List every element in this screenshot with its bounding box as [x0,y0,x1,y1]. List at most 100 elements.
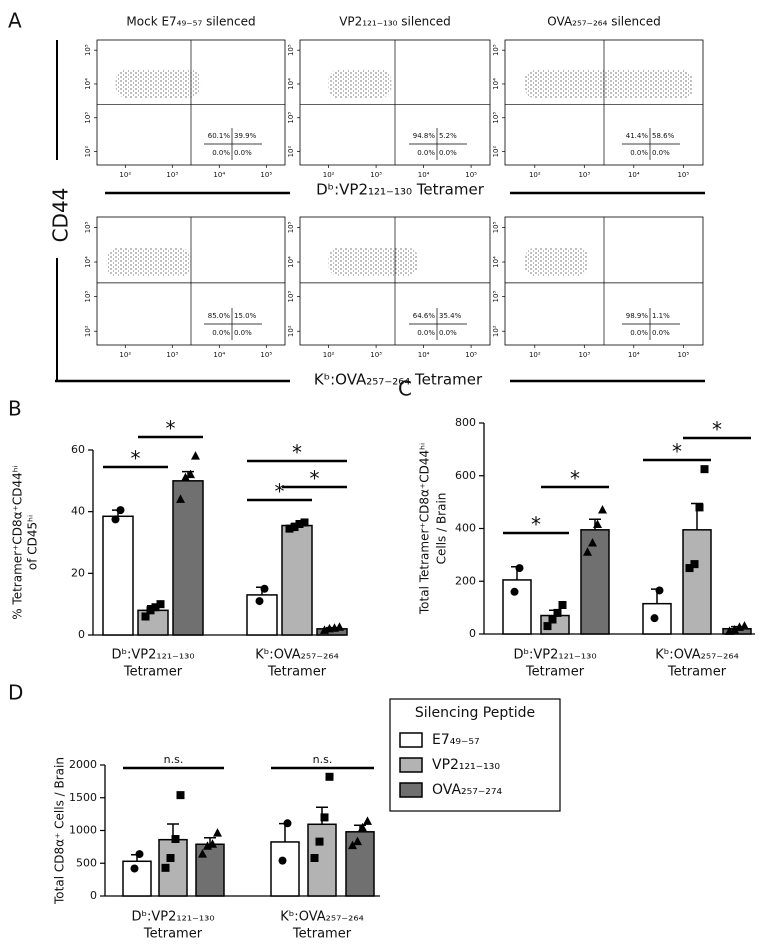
x-tick-label: 10³ [166,351,178,359]
data-point [315,837,324,846]
quadrant-percent: 5.2% [439,132,457,140]
x-tick-label: 10³ [578,171,590,179]
error-bar [204,836,216,845]
data-point [283,819,292,828]
y-tick-label: 10⁴ [287,256,295,268]
data-point [290,523,299,532]
x-tick-label: 10⁴ [213,351,225,359]
y-tick-label: 10³ [84,291,92,303]
data-point [325,772,334,781]
y-tick-label: 10² [287,325,295,337]
x-tick-label: 10⁵ [677,351,689,359]
panel-letter: C [398,377,412,401]
data-point [358,822,367,832]
data-point [166,854,175,863]
legend-label: VP2₁₂₁₋₁₃₀ [432,757,500,773]
x-tick-label: 10² [119,351,131,359]
legend-swatch [399,732,423,748]
quadrant-percent: 0.0% [417,329,435,337]
bar [270,841,300,897]
x-category-label: Dᵇ:VP2₁₂₁₋₁₃₀ [111,648,194,663]
significance-label: * [672,440,682,464]
event-cloud [106,248,191,277]
y-tick-label: 1500 [69,791,97,804]
bar [682,529,712,635]
data-point [141,612,150,621]
y-tick-label: 800 [455,416,476,429]
quadrant-percent: 0.0% [417,149,435,157]
x-category-label: Tetramer [525,665,585,680]
legend-title: Silencing Peptide [415,705,535,721]
x-tick-label: 10⁴ [213,171,225,179]
x-tick-label: 10⁴ [418,351,430,359]
data-point [285,524,294,533]
x-tick-label: 10² [323,171,335,179]
y-tick-label: 10⁴ [84,78,92,90]
quadrant-percent: 39.9% [234,132,257,140]
data-point [515,564,524,573]
data-point [353,836,362,846]
y-tick-label: 10² [287,146,295,158]
x-axis-label: Kᵇ:OVA₂₅₇₋₂₆₄ Tetramer [314,371,483,389]
quadrant-percent: 0.0% [652,149,670,157]
x-tick-label: 10³ [370,171,382,179]
quadrant-percent: 0.0% [234,329,252,337]
quadrant-percent: 60.1% [208,132,231,140]
data-point [650,614,659,623]
quadrant-percent: 0.0% [652,329,670,337]
y-tick-label: 0 [78,628,85,641]
x-tick-label: 10² [529,351,541,359]
y-tick-label: 0 [90,889,97,902]
data-point [700,465,709,474]
y-tick-label: 500 [76,856,97,869]
significance-label: * [310,467,320,491]
data-point [510,587,519,596]
data-point [278,856,287,865]
significance-label: * [712,418,722,442]
data-point [198,849,207,858]
significance-label: n.s. [313,753,333,766]
quadrant-percent: 15.0% [234,312,257,320]
quadrant-percent: 0.0% [212,329,230,337]
y-tick-label: 10⁵ [492,221,500,233]
data-point [363,816,372,825]
bar [281,524,313,636]
y-axis-label: of CD45ʰⁱ [26,515,40,570]
significance-label: * [570,467,580,491]
y-tick-label: 40 [71,505,85,518]
legend-swatch [399,757,423,773]
data-point [335,622,344,631]
data-point [176,494,185,503]
x-tick-label: 10⁵ [677,171,689,179]
y-tick-label: 10⁵ [492,44,500,56]
quadrant-percent: 58.6% [652,132,675,140]
data-point [695,503,704,512]
quadrant-percent: 1.1% [652,312,670,320]
quadrant-percent: 94.8% [413,132,436,140]
data-point [598,505,607,514]
y-tick-label: 10² [84,146,92,158]
data-point [130,864,139,873]
data-point [213,828,222,837]
legend-label: E7₄₉₋₅₇ [432,732,480,748]
data-point [543,622,552,631]
quadrant-percent: 35.4% [439,312,462,320]
data-point [111,515,120,524]
panel-letter: A [8,9,22,33]
x-category-label: Tetramer [292,927,352,942]
quadrant-percent: 98.9% [626,312,649,320]
x-category-label: Kᵇ:OVA₂₅₇₋₂₆₄ [280,910,364,925]
y-tick-label: 20 [71,566,85,579]
quadrant-percent: 0.0% [439,149,457,157]
x-tick-label: 10⁵ [465,351,477,359]
x-tick-label: 10⁵ [260,351,272,359]
y-tick-label: 10³ [287,291,295,303]
significance-label: n.s. [164,753,184,766]
data-point [181,472,190,482]
x-tick-label: 10² [119,171,131,179]
event-cloud [328,248,418,277]
data-point [558,600,567,609]
quadrant-percent: 0.0% [212,149,230,157]
data-point [151,603,160,612]
